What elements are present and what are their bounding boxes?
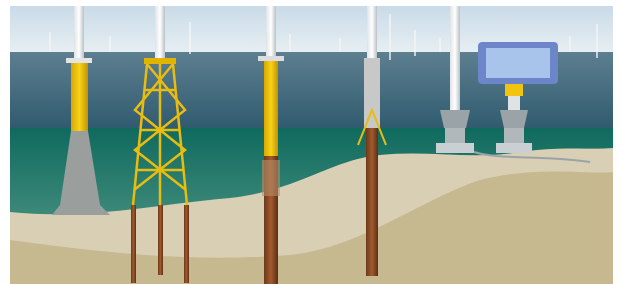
page: [0, 0, 623, 284]
scene: [0, 0, 623, 284]
